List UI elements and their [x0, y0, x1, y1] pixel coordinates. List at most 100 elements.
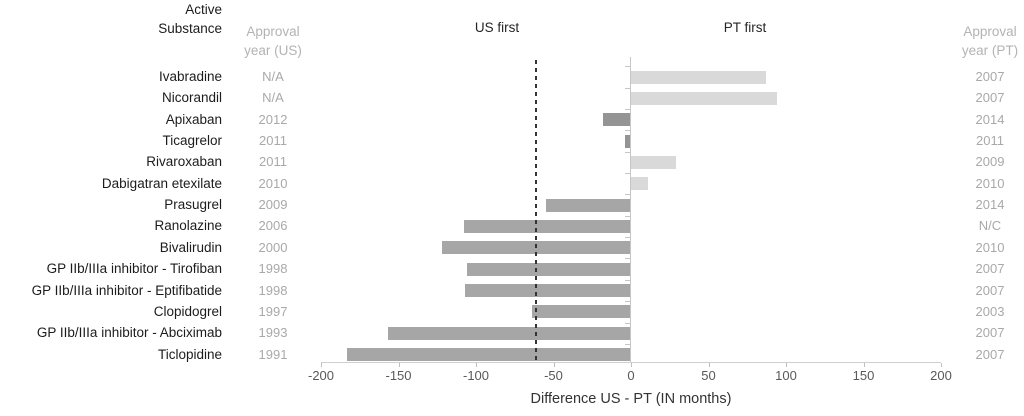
zero-axis-tick: [625, 215, 631, 217]
row-label-substance: Ivabradine: [158, 69, 222, 84]
pt-first-region-label: PT first: [723, 20, 767, 35]
us-approval-year-value: 1991: [258, 346, 288, 362]
difference-bar: [631, 155, 676, 169]
pt-approval-year-value: 2007: [975, 282, 1005, 298]
row-label-substance: Clopidogrel: [153, 303, 222, 319]
zero-axis-tick: [625, 151, 631, 153]
active-substance-header-line2: Substance: [158, 21, 222, 36]
x-axis-tick-label: 100: [775, 368, 797, 383]
us-approval-year-value: 1998: [258, 282, 288, 298]
zero-axis-tick: [625, 258, 631, 260]
pt-approval-year-value: 2010: [975, 239, 1005, 255]
difference-bar: [347, 348, 631, 362]
zero-axis-tick: [625, 301, 631, 303]
approval-year-pt-header-line2: year (PT): [961, 43, 1019, 58]
x-axis-tick-label: -150: [385, 368, 412, 383]
us-approval-year-value: 2012: [258, 111, 288, 127]
row-label-substance: Rivaroxaban: [146, 154, 222, 170]
approval-year-us-header-line1: Approval: [246, 24, 300, 39]
row-label-substance: Apixaban: [165, 111, 222, 127]
pt-approval-year-value: 2003: [975, 303, 1005, 319]
zero-axis-tick: [625, 173, 631, 175]
pt-approval-year-value: 2011: [976, 133, 1004, 149]
difference-bar: [465, 284, 631, 297]
x-axis-tick-label: -100: [462, 368, 490, 383]
row-label-substance: Ranolazine: [154, 218, 222, 234]
pt-approval-year-value: 2014: [975, 111, 1005, 127]
x-axis-tick-label: 150: [852, 368, 875, 383]
x-axis-tick: [863, 363, 865, 367]
zero-axis-tick: [625, 87, 631, 89]
zero-axis-tick: [625, 322, 631, 324]
row-label-substance: Dabigatran etexilate: [101, 175, 222, 191]
x-axis-tick: [708, 363, 710, 367]
us-approval-year-value: 1993: [258, 325, 288, 341]
difference-bar: [603, 113, 631, 127]
x-axis-tick: [553, 363, 555, 367]
zero-axis-tick: [625, 237, 631, 239]
row-label-substance: GP IIb/IIIa inhibitor - Eptifibatide: [31, 282, 222, 298]
x-axis-tick: [321, 363, 322, 367]
row-label-substance: Prasugrel: [164, 197, 222, 213]
pt-approval-year-value: 2007: [975, 90, 1005, 106]
approval-year-us-header: Approval year (US): [223, 22, 323, 60]
pt-approval-year-value: 2014: [975, 197, 1005, 213]
row-label-substance: Nicorandil: [161, 90, 222, 106]
row-label-substance: GP IIb/IIIa inhibitor - Tirofiban: [46, 261, 222, 277]
x-axis-tick: [786, 363, 787, 367]
us-approval-year-value: 2010: [258, 175, 288, 191]
us-approval-year-value: 1997: [258, 303, 288, 319]
difference-bar: [631, 91, 777, 105]
pt-approval-year-value: 2010: [975, 175, 1005, 191]
zero-axis-tick: [625, 130, 631, 132]
mean-difference-reference-line: [535, 60, 538, 362]
x-axis-line: [321, 362, 941, 363]
us-approval-year-value: 2011: [259, 133, 287, 149]
us-first-region-label: US first: [474, 20, 520, 35]
difference-bar: [631, 70, 766, 84]
zero-axis-tick: [625, 343, 631, 345]
x-axis-tick-label: -200: [307, 368, 335, 383]
zero-axis-line: [630, 57, 631, 362]
approval-year-pt-header-line1: Approval: [963, 24, 1017, 39]
x-axis-tick-label: 50: [701, 368, 716, 383]
pt-approval-year-value: 2007: [975, 346, 1005, 362]
us-approval-year-value: 2006: [258, 218, 288, 234]
difference-bar: [545, 198, 631, 212]
zero-axis-tick: [625, 66, 631, 68]
difference-bar: [387, 326, 631, 340]
approval-year-us-header-line2: year (US): [244, 43, 302, 58]
pt-approval-year-value: 2007: [975, 69, 1005, 84]
row-label-substance: GP IIb/IIIa inhibitor - Abciximab: [36, 325, 222, 341]
x-axis-tick-label: 0: [627, 368, 635, 383]
us-approval-year-value: 2009: [258, 197, 288, 213]
active-substance-header-line1: Active: [185, 2, 222, 17]
difference-bar: [624, 134, 631, 148]
x-axis-tick-label: 200: [930, 368, 952, 383]
difference-bar: [531, 305, 631, 319]
zero-axis-tick: [625, 109, 631, 111]
approval-year-pt-header: Approval year (PT): [940, 22, 1024, 60]
us-approval-year-value: 2000: [258, 239, 288, 255]
us-approval-year-value: 1998: [258, 261, 288, 277]
difference-bar: [466, 262, 631, 276]
x-axis-tick: [941, 363, 942, 367]
difference-bar: [463, 219, 631, 233]
us-approval-year-value: N/A: [262, 90, 284, 106]
x-axis-tick: [476, 363, 477, 367]
difference-bar: [631, 177, 649, 191]
zero-axis-tick: [625, 279, 631, 281]
x-axis-tick-label: -50: [544, 368, 563, 383]
row-label-substance: Ticlopidine: [157, 346, 222, 362]
x-axis-tick: [398, 363, 400, 367]
pt-approval-year-value: N/C: [978, 218, 1002, 234]
row-label-substance: Bivalirudin: [159, 239, 222, 255]
pt-approval-year-value: 2009: [975, 154, 1005, 170]
row-label-substance: Ticagrelor: [162, 133, 222, 149]
us-approval-year-value: 2011: [259, 154, 287, 170]
zero-axis-tick: [625, 194, 631, 196]
us-approval-year-value: N/A: [262, 69, 284, 84]
pt-approval-year-value: 2007: [975, 325, 1005, 341]
pt-approval-year-value: 2007: [975, 261, 1005, 277]
